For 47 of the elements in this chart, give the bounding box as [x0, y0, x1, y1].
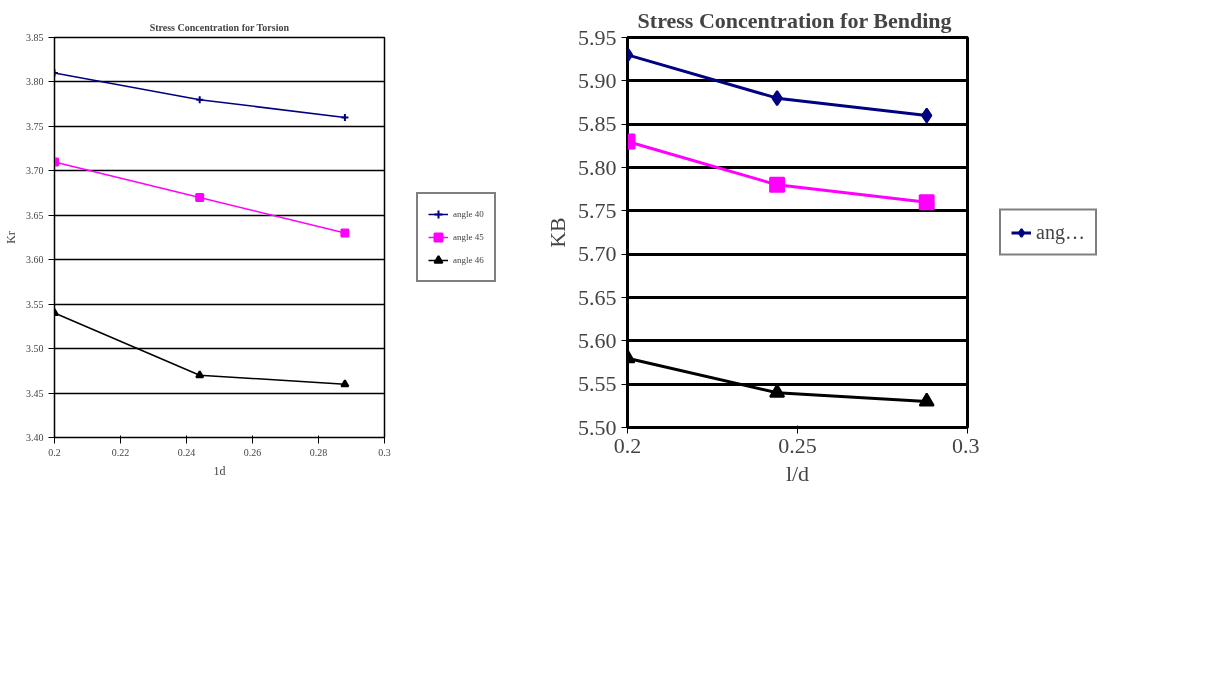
y-tick-label: 5.55 — [578, 371, 617, 397]
chart-title: Stress Concentration for Torsion — [149, 21, 290, 33]
x-tick-label: 0.24 — [177, 446, 196, 458]
chart-title: Stress Concentration for Bending — [637, 7, 952, 33]
x-tick-label: 0.28 — [309, 446, 328, 458]
x-tick-label: 0.26 — [243, 446, 262, 458]
y-tick-label: 5.95 — [578, 24, 617, 50]
point — [769, 176, 786, 193]
y-tick-label: 5.65 — [578, 284, 617, 310]
y-tick-label: 3.60 — [26, 254, 44, 266]
y-tick-label: 5.80 — [578, 154, 617, 180]
point — [195, 193, 205, 202]
point — [918, 194, 935, 211]
x-tick-label: 0.22 — [111, 446, 130, 458]
x-tick-label: 0.2 — [48, 446, 61, 458]
y-tick-label: 3.50 — [26, 343, 44, 355]
legend-label: angle 45 — [453, 232, 484, 242]
point — [340, 228, 350, 238]
y-tick-label: 5.70 — [578, 241, 617, 267]
y-tick-label: 5.85 — [578, 111, 617, 137]
y-axis-title: Kr — [4, 231, 18, 244]
point — [340, 379, 350, 388]
y-tick-label: 5.50 — [578, 414, 617, 440]
point — [921, 107, 933, 124]
x-axis-title: l/d — [785, 460, 810, 486]
x-axis-title: 1d — [213, 463, 226, 478]
y-tick-label: 3.55 — [26, 298, 44, 310]
y-tick-label: 3.70 — [26, 165, 44, 177]
point — [771, 90, 783, 107]
point — [918, 392, 935, 407]
y-tick-label: 5.75 — [578, 197, 617, 223]
x-tick-label: 0.25 — [778, 432, 817, 458]
y-axis-title: KB — [545, 217, 570, 248]
y-tick-label: 3.45 — [26, 387, 44, 399]
legend-label: angle 40 — [453, 209, 484, 219]
legend-label: angle 46 — [453, 255, 484, 265]
y-tick-label: 3.65 — [26, 209, 44, 221]
y-tick-label: 5.90 — [578, 67, 617, 93]
x-tick-label: 0.3 — [378, 446, 391, 458]
y-tick-label: 3.80 — [26, 76, 44, 88]
y-tick-label: 3.75 — [26, 120, 44, 132]
legend-label: ang… — [1036, 220, 1085, 244]
point — [195, 370, 205, 379]
y-tick-label: 5.60 — [578, 327, 617, 353]
y-tick-label: 3.85 — [26, 32, 44, 43]
x-tick-label: 0.3 — [952, 432, 980, 458]
y-tick-label: 3.40 — [26, 432, 44, 443]
